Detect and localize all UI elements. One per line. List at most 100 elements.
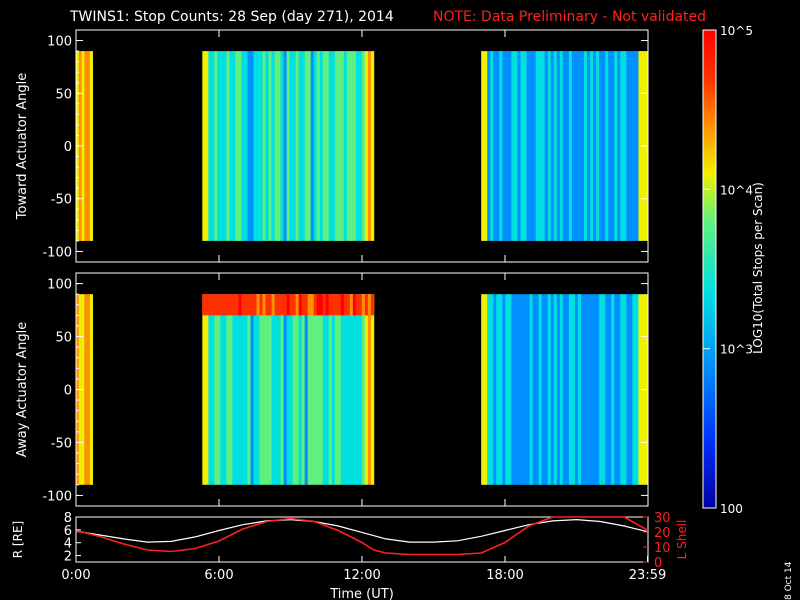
heatmap-hot-band-cell xyxy=(355,294,360,316)
heatmap-cell-column xyxy=(544,51,548,241)
heatmap-cell-column xyxy=(349,294,354,485)
heatmap-cell-column xyxy=(313,51,318,241)
heatmap-hot-band-cell xyxy=(310,294,315,316)
heatmap-cell-column xyxy=(487,294,491,485)
heatmap-cell-column xyxy=(632,51,636,241)
heatmap-cell-column xyxy=(253,294,257,485)
heatmap-cell-column xyxy=(547,294,552,485)
heatmap-hot-band-cell xyxy=(313,294,318,316)
heatmap-hot-band-cell xyxy=(238,294,242,316)
heatmap-cell-column xyxy=(553,294,558,485)
heatmap-cell-column xyxy=(316,294,321,485)
colorbar-tick-label: 10^3 xyxy=(720,343,753,357)
heatmap-hot-band-cell xyxy=(334,294,339,316)
heatmap-hot-band-cell xyxy=(286,294,290,316)
heatmap-cell-column xyxy=(238,294,242,485)
heatmap-cell-column xyxy=(580,294,585,485)
heatmap-cell-column xyxy=(487,51,491,241)
heatmap-hot-band-cell xyxy=(229,294,233,316)
heatmap-hot-band-cell xyxy=(364,294,369,316)
colorbar-tick-label: 100 xyxy=(720,502,743,516)
heatmap-cell-column xyxy=(596,294,600,485)
heatmap-hot-band-cell xyxy=(244,294,248,316)
heatmap-cell-column xyxy=(529,294,533,485)
y-tick-label: -100 xyxy=(42,245,72,260)
heatmap-hot-band-cell xyxy=(202,294,206,316)
heatmap-cell-column xyxy=(325,294,330,485)
heatmap-cell-column xyxy=(340,51,345,241)
heatmap-cell-column xyxy=(499,51,503,241)
heatmap-cell-column xyxy=(238,51,242,241)
heatmap-cell-column xyxy=(593,294,597,485)
heatmap-cell-column xyxy=(256,294,260,485)
heatmap-cell-column xyxy=(599,51,603,241)
heatmap-hot-band-cell xyxy=(316,294,321,316)
heatmap-cell-column xyxy=(626,51,630,241)
y-right-axis-label: L Shell xyxy=(675,520,689,560)
heatmap-hot-band-cell xyxy=(346,294,351,316)
heatmap-cell-column xyxy=(577,51,582,241)
heatmap-hot-band-cell xyxy=(349,294,354,316)
heatmap-cell-column xyxy=(629,294,633,485)
heatmap-cell-column xyxy=(629,51,633,241)
heatmap-hot-band-cell xyxy=(322,294,327,316)
heatmap-cell-column xyxy=(632,294,636,485)
heatmap-cell-column xyxy=(638,51,642,241)
heatmap-cell-column xyxy=(532,51,536,241)
heatmap-cell-column xyxy=(304,51,308,241)
heatmap-cell-column xyxy=(310,294,315,485)
heatmap-cell-column xyxy=(620,51,624,241)
heatmap-cell-column xyxy=(334,294,339,485)
y-axis-label: Toward Actuator Angle xyxy=(15,73,30,220)
colorbar-gradient xyxy=(702,29,717,509)
heatmap-cell-column xyxy=(298,294,302,485)
heatmap-cell-column xyxy=(490,294,494,485)
heatmap-cell-column xyxy=(623,51,627,241)
heatmap-cell-column xyxy=(331,51,336,241)
heatmap-hot-band-cell xyxy=(292,294,296,316)
heatmap-cell-column xyxy=(253,51,257,241)
heatmap-cell-column xyxy=(331,294,336,485)
heatmap-cell-column xyxy=(484,51,488,241)
heatmap-cell-column xyxy=(565,294,570,485)
heatmap-cell-column xyxy=(322,51,327,241)
heatmap-cell-column xyxy=(538,51,542,241)
colorbar-tick-label: 10^5 xyxy=(720,24,753,38)
x-tick-label: 0:00 xyxy=(61,568,90,583)
heatmap-hot-band-cell xyxy=(319,294,324,316)
heatmap-cell-column xyxy=(271,51,275,241)
heatmap-cell-column xyxy=(328,51,333,241)
x-axis-label: Time (UT) xyxy=(329,587,394,600)
heatmap-cell-column xyxy=(89,51,93,241)
heatmap-cell-column xyxy=(232,51,236,241)
heatmap-cell-column xyxy=(262,51,266,241)
heatmap-hot-band-cell xyxy=(271,294,275,316)
heatmap-cell-column xyxy=(596,51,600,241)
heatmap-cell-column xyxy=(514,294,518,485)
heatmap-cell-column xyxy=(349,51,354,241)
y-tick-label: 100 xyxy=(47,278,72,293)
heatmap-cell-column xyxy=(84,294,88,485)
heatmap-cell-column xyxy=(301,294,305,485)
heatmap-cell-column xyxy=(587,51,591,241)
side-date: 8 Oct 14 xyxy=(784,561,794,600)
x-tick-label: 6:00 xyxy=(204,568,233,583)
heatmap-cell-column xyxy=(559,294,564,485)
heatmap-hot-band-cell xyxy=(268,294,272,316)
heatmap-cell-column xyxy=(208,51,212,241)
colorbar-label: LOG10(Total Stops per Scan) xyxy=(751,182,765,354)
heatmap-cell-column xyxy=(346,294,351,485)
heatmap-cell-column xyxy=(280,294,284,485)
heatmap-cell-column xyxy=(265,294,269,485)
heatmap-cell-column xyxy=(508,294,512,485)
heatmap-hot-band-cell xyxy=(277,294,281,316)
heatmap-cell-column xyxy=(484,294,488,485)
heatmap-hot-band-cell xyxy=(205,294,209,316)
heatmap-cell-column xyxy=(568,51,573,241)
heatmap-cell-column xyxy=(250,51,254,241)
heatmap-cell-column xyxy=(580,51,585,241)
heatmap-cell-column xyxy=(602,294,606,485)
heatmap-cell-column xyxy=(307,294,311,485)
heatmap-cell-column xyxy=(202,294,206,485)
